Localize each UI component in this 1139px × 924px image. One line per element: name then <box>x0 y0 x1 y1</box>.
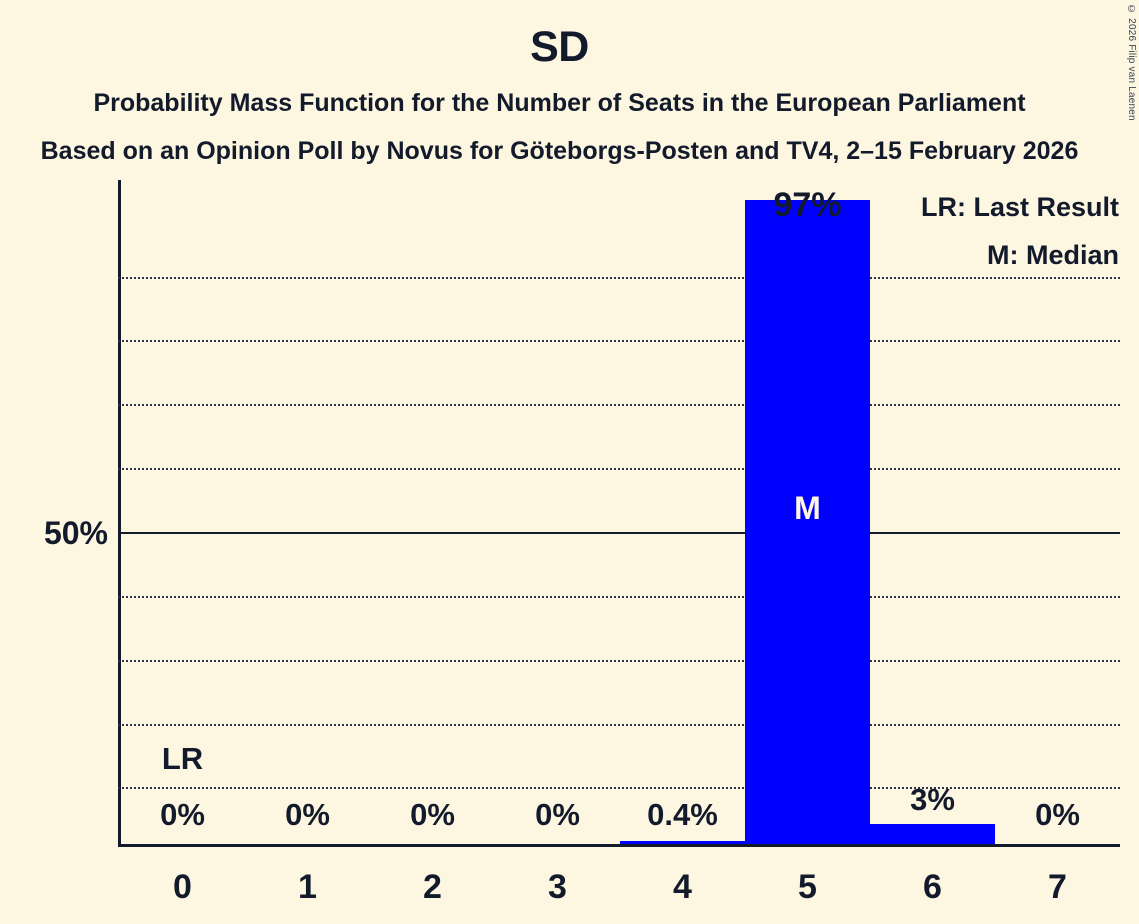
gridline-40 <box>118 596 1120 598</box>
x-tick-label-6: 6 <box>923 868 942 906</box>
legend-entry-median: M: Median <box>987 240 1119 270</box>
x-tick-label-5: 5 <box>798 868 817 906</box>
gridline-90 <box>118 277 1120 279</box>
x-tick-label-7: 7 <box>1048 868 1067 906</box>
value-label-category-5: 97% <box>773 186 842 224</box>
legend-entry-last-result: LR: Last Result <box>920 192 1119 222</box>
page-title: SD <box>530 23 589 71</box>
bar-category-6 <box>870 824 995 844</box>
x-tick-label-1: 1 <box>298 868 317 906</box>
bar-category-5: M <box>745 200 870 844</box>
y-axis-line <box>118 180 121 847</box>
chart-legend: LR: Last Result M: Median <box>921 183 1119 279</box>
x-tick-label-2: 2 <box>423 868 442 906</box>
chart-source-line: Based on an Opinion Poll by Novus for Gö… <box>40 137 1079 165</box>
plot-area: M <box>118 180 1120 847</box>
value-label-category-1: 0% <box>285 797 330 832</box>
last-result-marker: LR <box>161 741 204 776</box>
copyright-notice: © 2026 Filip van Laenen <box>1126 4 1137 121</box>
value-label-category-3: 0% <box>535 797 580 832</box>
chart-subtitle: Probability Mass Function for the Number… <box>93 89 1026 117</box>
gridline-30 <box>118 660 1120 662</box>
value-label-category-0: 0% <box>160 797 205 832</box>
bar-category-4 <box>620 841 745 844</box>
y-tick-label-50: 50% <box>43 515 108 551</box>
value-label-category-6: 3% <box>910 782 955 817</box>
value-label-category-7: 0% <box>1035 797 1080 832</box>
gridline-80 <box>118 340 1120 342</box>
median-marker: M <box>794 490 821 526</box>
gridline-70 <box>118 404 1120 406</box>
value-label-category-2: 0% <box>410 797 455 832</box>
gridline-20 <box>118 724 1120 726</box>
x-tick-label-4: 4 <box>673 868 692 906</box>
gridline-60 <box>118 468 1120 470</box>
gridline-50 <box>118 532 1120 534</box>
gridline-10 <box>118 787 1120 789</box>
y-axis-labels: 50% <box>0 180 108 847</box>
x-tick-label-0: 0 <box>173 868 192 906</box>
x-axis-line <box>118 844 1120 847</box>
value-label-category-4: 0.4% <box>647 797 718 832</box>
x-tick-label-3: 3 <box>548 868 567 906</box>
